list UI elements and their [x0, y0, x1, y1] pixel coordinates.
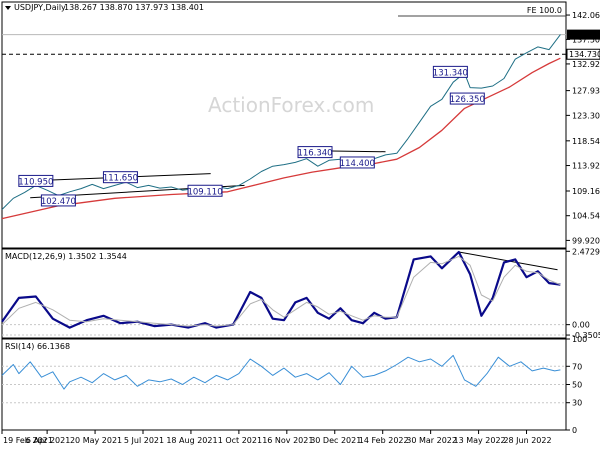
price-label: 116.340	[297, 149, 332, 159]
y-tick-label: 132.920	[572, 60, 600, 69]
fe-label: FE 100.0	[527, 6, 562, 15]
y-tick-label: 137.500	[572, 35, 600, 44]
x-tick-label: 20 May 2021	[70, 436, 122, 445]
dashed-level-box	[566, 48, 600, 60]
dashed-level-label: 134.730	[569, 50, 600, 59]
price-label: 110.950	[18, 177, 53, 187]
price-label: 114.400	[340, 159, 375, 169]
panel-frame-0	[1, 1, 567, 249]
x-tick-label: 16 Nov 2021	[262, 436, 313, 445]
price-label-box	[18, 174, 54, 187]
series-price	[1, 34, 561, 210]
x-tick-label: 18 Aug 2021	[166, 436, 217, 445]
header-arrow-icon	[5, 6, 11, 10]
panel-header-macd: MACD(12,26,9) 1.3502 1.3544	[5, 252, 127, 261]
price-label: 111.650	[103, 174, 138, 184]
y-tick-label: 99.920	[572, 236, 600, 245]
x-tick-label: 30 Mar 2022	[406, 436, 457, 445]
y-tick-label: 127.930	[572, 87, 600, 96]
y-tick-label: 0	[572, 426, 577, 435]
x-tick-label: 13 May 2022	[453, 436, 505, 445]
y-tick-label: 109.160	[572, 187, 600, 196]
price-label-box	[102, 171, 138, 184]
price-label: 109.110	[187, 187, 222, 197]
price-label-box	[187, 184, 223, 197]
y-tick-label: 100	[572, 335, 587, 344]
x-tick-label: 30 Dec 2021	[310, 436, 361, 445]
panel-header-rsi: RSI(14) 66.1368	[5, 342, 70, 351]
price-label-box	[40, 194, 76, 207]
x-tick-label: 6 Apr 2021	[26, 436, 70, 445]
x-tick-label: 5 Jul 2021	[124, 436, 164, 445]
price-label: 102.470	[41, 197, 76, 207]
price-label: 131.340	[433, 68, 468, 78]
y-tick-label: 0.00	[572, 321, 590, 330]
x-tick-label: 19 Feb 2021	[3, 436, 53, 445]
current-price-label: 138.401	[569, 31, 600, 40]
header-symbol: USDJPY,Daily	[14, 3, 66, 12]
y-tick-label: -0.3505	[572, 331, 600, 340]
watermark: ActionForex.com	[208, 93, 374, 117]
series-macd	[1, 250, 561, 329]
series-rsi	[1, 354, 561, 390]
x-tick-label: 1 Oct 2021	[218, 436, 262, 445]
price-label-box	[339, 156, 375, 169]
price-label-box	[297, 146, 333, 159]
series-signal	[1, 255, 561, 327]
y-tick-label: 104.540	[572, 212, 600, 221]
y-tick-label: 118.540	[572, 137, 600, 146]
current-price-box	[567, 29, 600, 40]
price-label-box	[432, 65, 468, 78]
x-tick-label: 28 Jun 2022	[503, 436, 551, 445]
y-tick-label: 113.920	[572, 162, 600, 171]
y-tick-label: 123.300	[572, 111, 600, 120]
y-tick-label: 142.060	[572, 11, 600, 20]
y-tick-label: 30	[572, 399, 582, 408]
y-tick-label: 2.4729	[572, 247, 600, 256]
y-tick-label: 70	[572, 362, 582, 371]
price-label: 126.350	[450, 95, 485, 105]
x-tick-label: 14 Feb 2022	[359, 436, 409, 445]
header-ohlc: 138.267 138.870 137.973 138.401	[64, 3, 204, 12]
price-label-box	[449, 92, 485, 105]
y-tick-label: 50	[572, 381, 582, 390]
